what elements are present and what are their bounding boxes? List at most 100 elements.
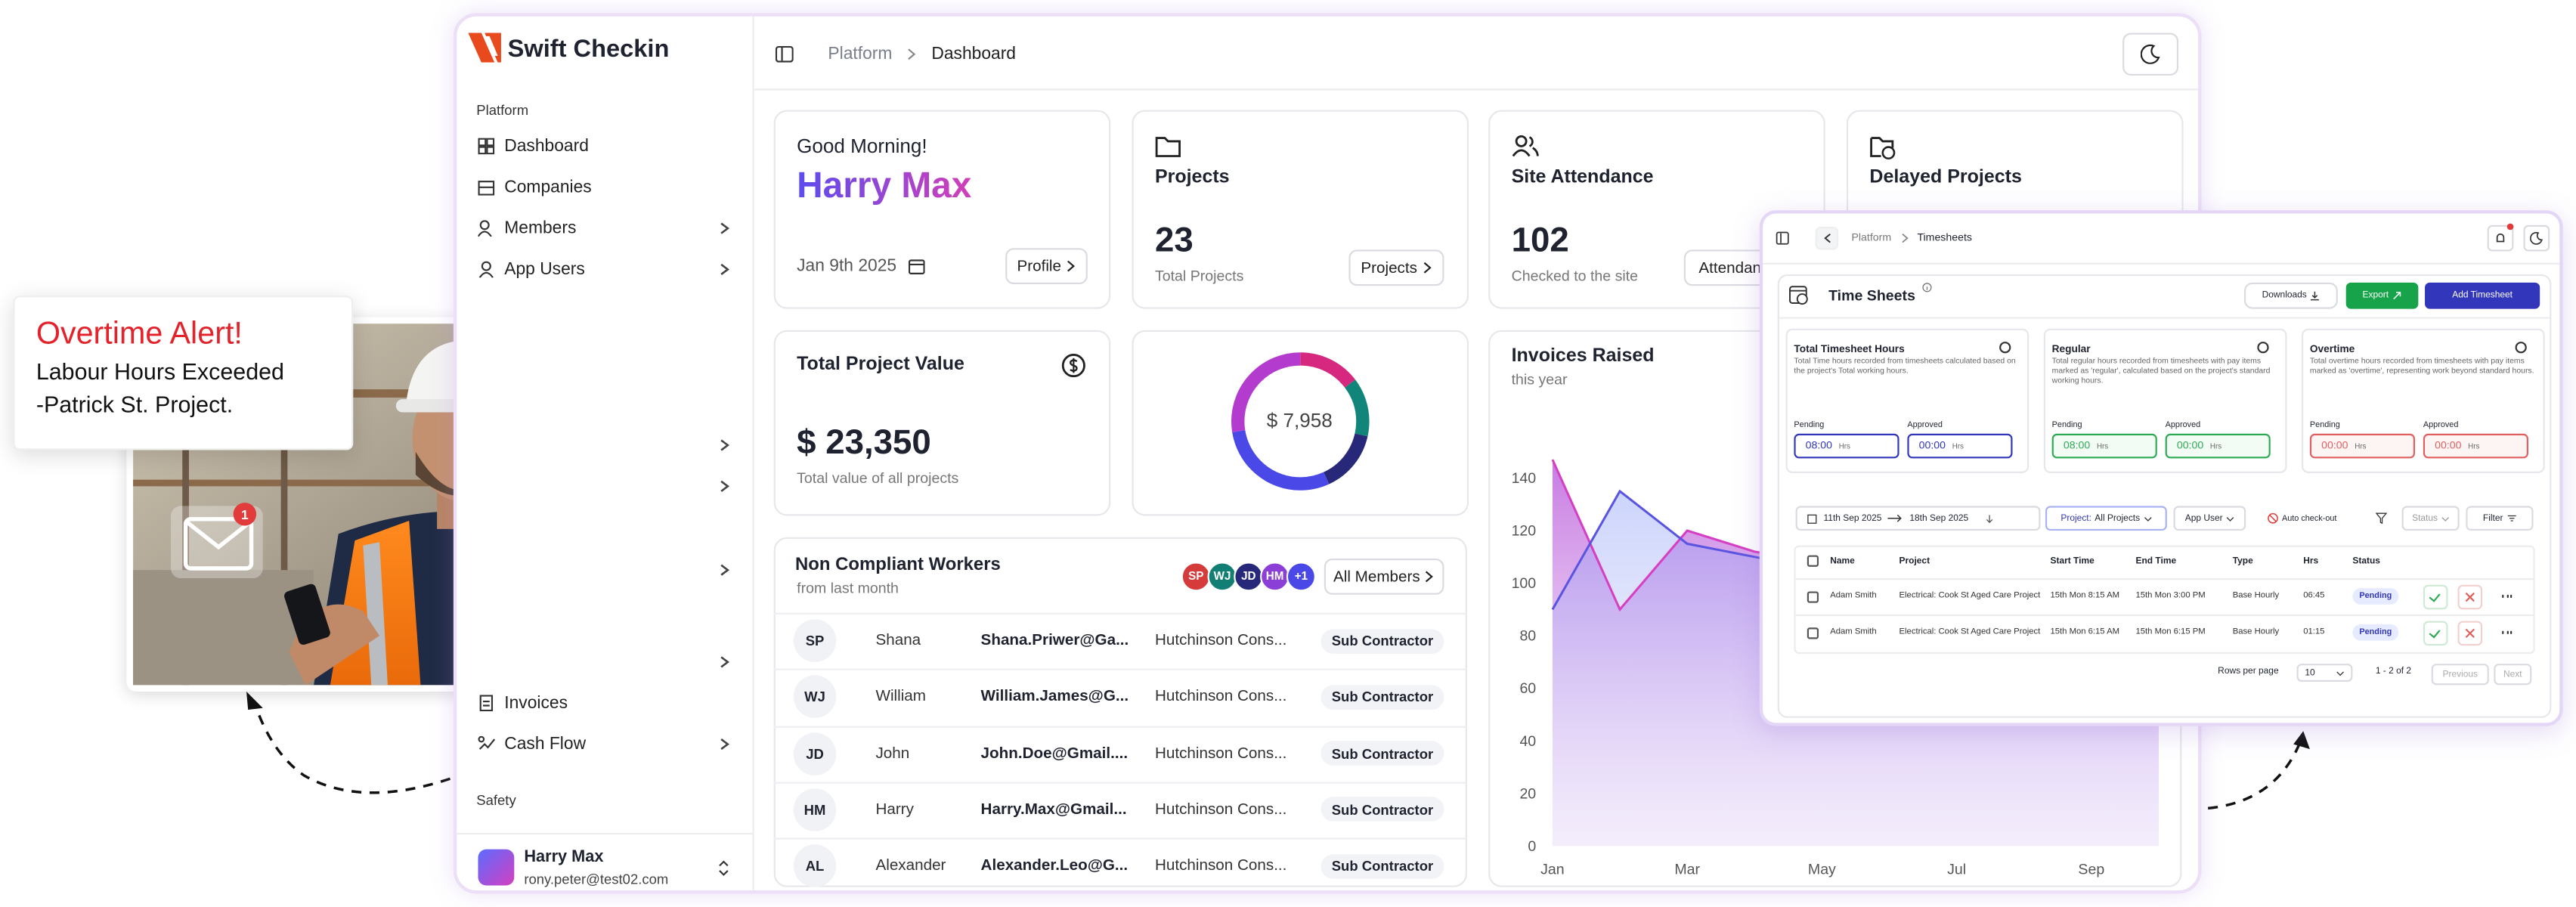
graphic xyxy=(478,735,485,743)
breadcrumb: Dashboard xyxy=(931,44,1017,64)
nav-item[interactable]: App Users xyxy=(504,259,585,280)
column-header: Type xyxy=(2232,556,2253,567)
workers-card xyxy=(773,537,1467,887)
row-checkbox[interactable] xyxy=(1807,590,1819,602)
button-label: Filter xyxy=(2482,513,2503,524)
chevron-icon xyxy=(720,439,730,451)
status-filter[interactable]: Status xyxy=(2401,506,2460,531)
sidebar-section: Platform xyxy=(476,101,529,119)
graphic xyxy=(719,860,729,867)
hours-value: 08:00 xyxy=(2063,440,2091,452)
column-header: End Time xyxy=(2135,556,2177,567)
project-value: $ 23,350 xyxy=(797,423,931,462)
hours-value: 00:00 xyxy=(2435,440,2462,452)
date-range[interactable]: 11th Sep 2025 18th Sep 2025 xyxy=(1795,506,2041,531)
nav-item[interactable]: Companies xyxy=(504,177,592,197)
notification-button[interactable] xyxy=(2487,224,2514,252)
graphic xyxy=(182,323,189,686)
nav-icon xyxy=(479,695,494,712)
nav-item[interactable]: Cash Flow xyxy=(504,734,587,754)
worker-email: John.Doe@Gmail.... xyxy=(980,744,1129,763)
avatar: +1 xyxy=(1286,562,1316,592)
rows-per-page[interactable]: 10 xyxy=(2296,664,2353,682)
graphic xyxy=(2336,670,2344,676)
button-label: Next xyxy=(2503,669,2522,679)
graphic xyxy=(2375,512,2388,525)
worker-initials: AL xyxy=(793,844,837,888)
x-tick-label: Sep xyxy=(2078,861,2104,878)
delayed-icon xyxy=(1870,137,1896,159)
graphic xyxy=(1796,293,1808,305)
approved-label: Approved xyxy=(1907,420,1943,431)
date: Jan 9th 2025 xyxy=(797,256,897,277)
sidebar-toggle[interactable] xyxy=(775,45,794,63)
app-user-filter[interactable]: App User xyxy=(2173,506,2246,531)
graphic xyxy=(2311,291,2320,301)
graphic xyxy=(486,146,495,155)
next-button[interactable]: Next xyxy=(2494,664,2532,686)
graphic xyxy=(133,389,633,398)
reject-button[interactable] xyxy=(2457,584,2483,609)
theme-toggle[interactable] xyxy=(2523,224,2550,252)
pending-label: Pending xyxy=(1794,420,1825,431)
nav-item[interactable]: Members xyxy=(504,218,577,239)
hours-value: 08:00 xyxy=(1805,440,1833,452)
approve-button[interactable] xyxy=(2423,584,2448,609)
graphic xyxy=(2336,670,2344,676)
card-title: Total Project Value xyxy=(797,354,964,375)
row-checkbox[interactable] xyxy=(1807,627,1819,639)
downloads-button[interactable]: Downloads xyxy=(2243,282,2338,309)
hours-box: 00:00 Hrs xyxy=(1907,433,2013,459)
breadcrumb[interactable]: Platform xyxy=(1851,232,1892,244)
worker-company: Hutchinson Cons... xyxy=(1154,800,1287,819)
graphic xyxy=(775,45,794,63)
panel-divider xyxy=(1779,317,2550,319)
column-header: Start Time xyxy=(2050,556,2095,567)
back-button[interactable] xyxy=(1815,226,1839,250)
filter-button[interactable]: Filter xyxy=(2466,506,2534,531)
all-members-button[interactable]: All Members xyxy=(1324,558,1444,595)
greeting: Good Morning! xyxy=(797,135,927,158)
add-timesheet-button[interactable]: Add Timesheet xyxy=(2425,282,2540,309)
cell: 15th Mon 3:00 PM xyxy=(2135,590,2206,601)
previous-button[interactable]: Previous xyxy=(2431,664,2489,686)
y-tick-label: 100 xyxy=(1512,575,1537,592)
graphic xyxy=(479,695,494,712)
auto-checkout[interactable]: Auto check-out xyxy=(2281,514,2337,525)
project-filter[interactable]: Project: All Projects xyxy=(2045,506,2167,531)
worker-company: Hutchinson Cons... xyxy=(1154,688,1287,707)
graphic xyxy=(1922,283,1932,293)
hours-value: 00:00 xyxy=(2321,440,2348,452)
user-menu-icon[interactable] xyxy=(717,859,732,878)
sidebar-toggle[interactable] xyxy=(1776,231,1789,245)
profile-button[interactable]: Profile xyxy=(1005,248,1088,285)
graphic xyxy=(1789,286,1807,304)
projects-button[interactable]: Projects xyxy=(1348,249,1444,286)
graphic xyxy=(2496,233,2505,243)
graphic xyxy=(468,33,495,63)
row-checkbox[interactable] xyxy=(1807,554,1819,566)
button-label: Previous xyxy=(2442,669,2478,679)
column-header: Name xyxy=(1830,556,1855,567)
nav-item[interactable]: Invoices xyxy=(504,693,568,714)
graphic xyxy=(2144,516,2151,521)
export-button[interactable]: Export xyxy=(2345,282,2419,309)
filter-value: Status xyxy=(2412,513,2438,524)
button-label: Profile xyxy=(1017,257,1061,276)
theme-toggle[interactable] xyxy=(2122,33,2179,76)
hours-box: 00:00 Hrs xyxy=(2309,433,2415,459)
reject-button[interactable] xyxy=(2457,620,2483,645)
worker-name: Shana xyxy=(875,631,921,650)
breadcrumb[interactable]: Platform xyxy=(828,44,893,64)
avatar: JD xyxy=(1234,562,1264,592)
nav-item[interactable]: Dashboard xyxy=(504,136,589,156)
worker-email: Harry.Max@Gmail... xyxy=(980,800,1127,819)
approve-button[interactable] xyxy=(2423,620,2448,645)
graphic xyxy=(1532,147,1539,156)
hour-card xyxy=(1785,328,2030,473)
graphic xyxy=(1888,514,1903,522)
sidebar-section: Safety xyxy=(476,791,516,809)
filter-label: Project: xyxy=(2060,513,2091,524)
y-tick-label: 20 xyxy=(1519,785,1536,802)
chevron-icon xyxy=(720,263,730,276)
